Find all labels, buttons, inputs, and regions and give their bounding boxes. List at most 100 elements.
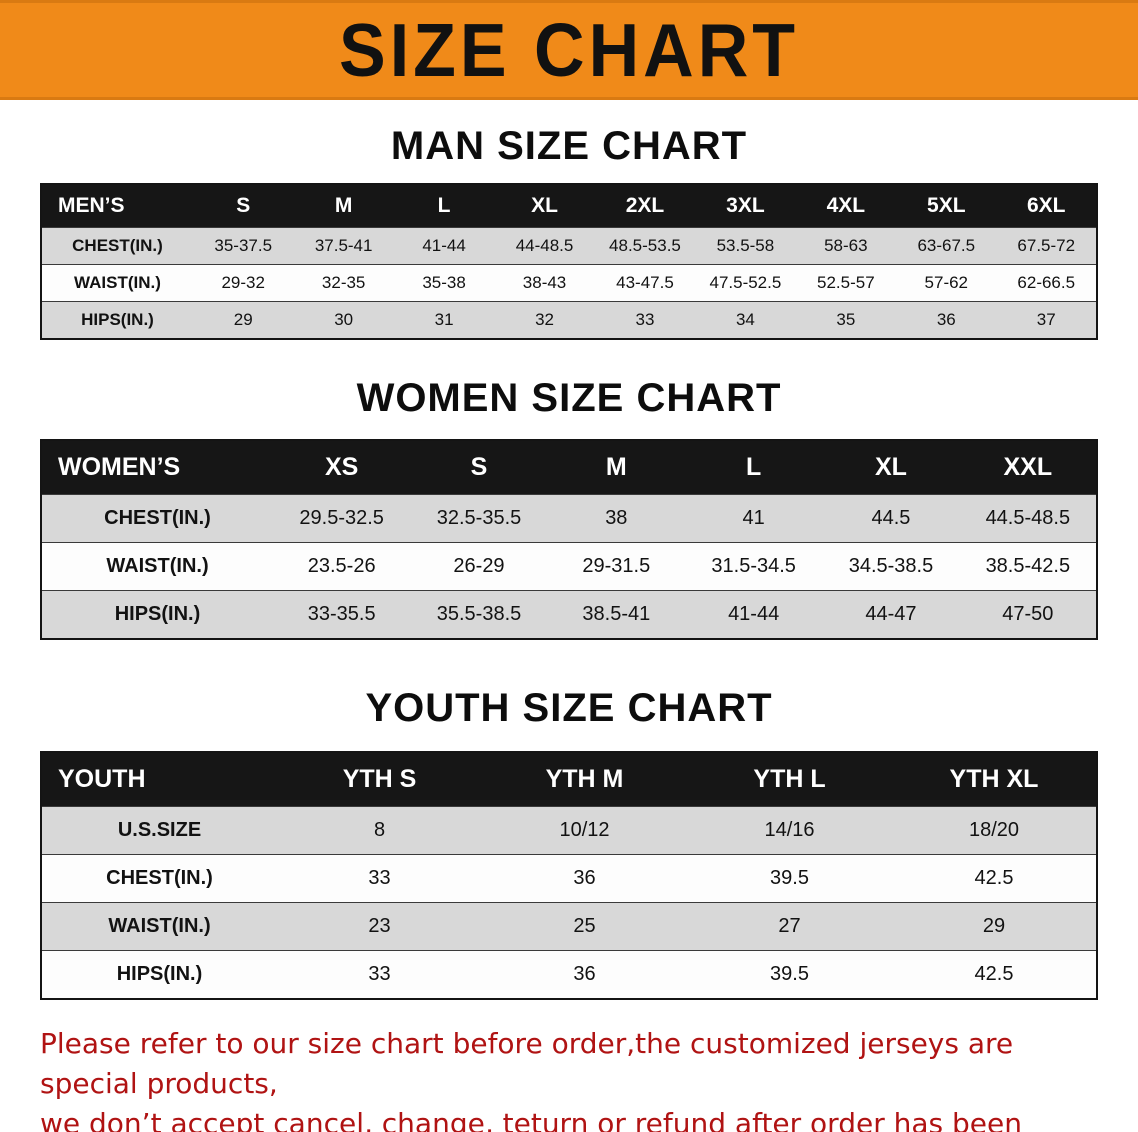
row-label-cell: CHEST(IN.) — [41, 227, 193, 265]
table-row: HIPS(IN.) 33-35.5 35.5-38.5 38.5-41 41-44 44-… — [41, 590, 1097, 639]
size-header-cell: YTH XL — [892, 752, 1097, 807]
value-cell: 37 — [996, 301, 1097, 339]
table-row: U.S.SIZE 8 10/12 14/16 18/20 — [41, 806, 1097, 855]
table-row: CHEST(IN.) 29.5-32.5 32.5-35.5 38 41 44.5 44.5… — [41, 494, 1097, 543]
value-cell: 8 — [277, 806, 482, 855]
value-cell: 36 — [482, 854, 687, 903]
table-title-cell: YOUTH — [41, 752, 277, 807]
row-label-cell: U.S.SIZE — [41, 806, 277, 855]
value-cell: 42.5 — [892, 950, 1097, 999]
size-header-cell: L — [684, 440, 823, 495]
size-header-cell: 2XL — [594, 184, 696, 228]
value-cell: 14/16 — [687, 806, 892, 855]
value-cell: 39.5 — [687, 854, 892, 903]
size-header-cell: XXL — [959, 440, 1097, 495]
value-cell: 29.5-32.5 — [273, 494, 411, 543]
value-cell: 30 — [293, 301, 394, 339]
women-size-table: WOMEN’S XS S M L XL XXL CHEST(IN.) 29.5-32.5 32.5… — [40, 439, 1098, 640]
value-cell: 32 — [494, 301, 595, 339]
value-cell: 52.5-57 — [795, 264, 897, 302]
men-size-section: MAN SIZE CHART MEN’S S M L XL 2XL 3XL 4XL 5XL 6XL… — [0, 124, 1138, 340]
value-cell: 62-66.5 — [996, 264, 1097, 302]
value-cell: 23.5-26 — [273, 542, 411, 591]
value-cell: 53.5-58 — [695, 227, 796, 265]
value-cell: 37.5-41 — [293, 227, 394, 265]
size-header-cell: YTH L — [687, 752, 892, 807]
size-header-cell: YTH S — [277, 752, 482, 807]
table-row: WAIST(IN.) 23 25 27 29 — [41, 902, 1097, 951]
table-header-row: WOMEN’S XS S M L XL XXL — [41, 440, 1097, 495]
table-title-cell: MEN’S — [41, 184, 193, 228]
men-size-table: MEN’S S M L XL 2XL 3XL 4XL 5XL 6XL CHEST(IN.) 35-37… — [40, 183, 1098, 340]
size-header-cell: M — [547, 440, 685, 495]
value-cell: 29-31.5 — [547, 542, 685, 591]
value-cell: 42.5 — [892, 854, 1097, 903]
row-label-cell: WAIST(IN.) — [41, 542, 273, 591]
size-header-cell: XS — [273, 440, 411, 495]
table-row: HIPS(IN.) 33 36 39.5 42.5 — [41, 950, 1097, 999]
value-cell: 41-44 — [393, 227, 495, 265]
value-cell: 34.5-38.5 — [822, 542, 960, 591]
value-cell: 33-35.5 — [273, 590, 411, 639]
banner: SIZE CHART — [0, 0, 1138, 100]
disclaimer-line-1: Please refer to our size chart before or… — [40, 1027, 1014, 1100]
value-cell: 47.5-52.5 — [695, 264, 796, 302]
size-header-cell: XL — [822, 440, 960, 495]
youth-section-heading: YOUTH SIZE CHART — [365, 686, 773, 730]
value-cell: 35-37.5 — [193, 227, 294, 265]
value-cell: 48.5-53.5 — [594, 227, 696, 265]
size-header-cell: S — [410, 440, 548, 495]
value-cell: 58-63 — [795, 227, 897, 265]
value-cell: 38.5-42.5 — [959, 542, 1097, 591]
table-row: WAIST(IN.) 29-32 32-35 35-38 38-43 43-47.5 47.… — [41, 264, 1097, 302]
value-cell: 41-44 — [684, 590, 823, 639]
disclaimer-note: Please refer to our size chart before or… — [40, 1024, 1110, 1132]
value-cell: 39.5 — [687, 950, 892, 999]
value-cell: 43-47.5 — [594, 264, 696, 302]
value-cell: 57-62 — [896, 264, 997, 302]
value-cell: 32.5-35.5 — [410, 494, 548, 543]
size-header-cell: YTH M — [482, 752, 687, 807]
value-cell: 41 — [684, 494, 823, 543]
row-label-cell: CHEST(IN.) — [41, 494, 273, 543]
size-header-cell: 3XL — [695, 184, 796, 228]
value-cell: 33 — [594, 301, 696, 339]
value-cell: 29-32 — [193, 264, 294, 302]
size-header-cell: S — [193, 184, 294, 228]
women-size-section: WOMEN SIZE CHART WOMEN’S XS S M L XL XXL CHEST(… — [0, 376, 1138, 640]
row-label-cell: HIPS(IN.) — [41, 950, 277, 999]
value-cell: 38.5-41 — [547, 590, 685, 639]
youth-size-section: YOUTH SIZE CHART YOUTH YTH S YTH M YTH L YTH… — [0, 686, 1138, 1000]
value-cell: 29 — [193, 301, 294, 339]
size-header-cell: XL — [494, 184, 595, 228]
value-cell: 27 — [687, 902, 892, 951]
value-cell: 18/20 — [892, 806, 1097, 855]
value-cell: 47-50 — [959, 590, 1097, 639]
value-cell: 34 — [695, 301, 796, 339]
value-cell: 44-48.5 — [494, 227, 595, 265]
value-cell: 44.5-48.5 — [959, 494, 1097, 543]
value-cell: 31 — [393, 301, 495, 339]
value-cell: 38 — [547, 494, 685, 543]
size-header-cell: L — [393, 184, 495, 228]
value-cell: 29 — [892, 902, 1097, 951]
table-row: CHEST(IN.) 33 36 39.5 42.5 — [41, 854, 1097, 903]
size-header-cell: 5XL — [896, 184, 997, 228]
table-header-row: YOUTH YTH S YTH M YTH L YTH XL — [41, 752, 1097, 807]
youth-size-table: YOUTH YTH S YTH M YTH L YTH XL U.S.SIZE 8 10/12… — [40, 751, 1098, 1000]
row-label-cell: HIPS(IN.) — [41, 301, 193, 339]
table-row: WAIST(IN.) 23.5-26 26-29 29-31.5 31.5-34.5 34… — [41, 542, 1097, 591]
size-table: WOMEN’S XS S M L XL XXL CHEST(IN.) 29.5-32.5 32.5… — [40, 439, 1098, 640]
size-table: MEN’S S M L XL 2XL 3XL 4XL 5XL 6XL CHEST(IN.) 35-37… — [40, 183, 1098, 340]
table-title-cell: WOMEN’S — [41, 440, 273, 495]
value-cell: 35-38 — [393, 264, 495, 302]
page-title: SIZE CHART — [339, 7, 799, 93]
value-cell: 33 — [277, 950, 482, 999]
disclaimer-line-2: we don’t accept cancel, change, teturn o… — [40, 1106, 1022, 1132]
row-label-cell: WAIST(IN.) — [41, 264, 193, 302]
value-cell: 33 — [277, 854, 482, 903]
women-section-heading: WOMEN SIZE CHART — [356, 376, 782, 420]
value-cell: 35.5-38.5 — [410, 590, 548, 639]
size-header-cell: M — [293, 184, 394, 228]
